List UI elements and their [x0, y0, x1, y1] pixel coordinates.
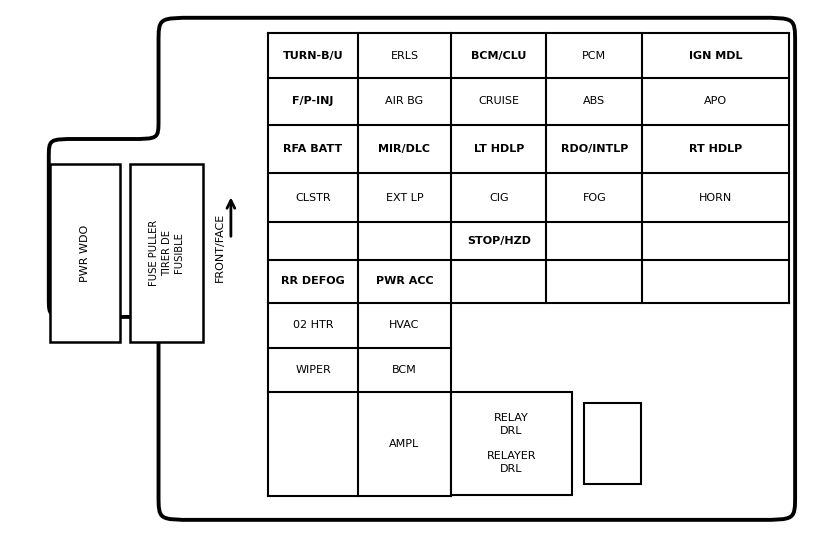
Text: APO: APO: [704, 97, 727, 106]
Text: LT HDLP: LT HDLP: [474, 145, 524, 154]
Text: PWR WDO: PWR WDO: [80, 225, 90, 281]
Text: 02 HTR: 02 HTR: [293, 320, 333, 330]
Text: FOG: FOG: [582, 193, 606, 203]
Text: RFA BATT: RFA BATT: [284, 145, 342, 154]
Text: EXT LP: EXT LP: [385, 193, 424, 203]
Text: HVAC: HVAC: [389, 320, 420, 330]
Text: FUSE PULLER
TIRER DE
FUSIBLE: FUSE PULLER TIRER DE FUSIBLE: [150, 220, 184, 286]
Bar: [50, 164, 120, 342]
Bar: [451, 392, 572, 495]
Text: AIR BG: AIR BG: [385, 97, 424, 106]
Text: ERLS: ERLS: [390, 51, 419, 61]
Text: CRUISE: CRUISE: [478, 97, 520, 106]
Text: CIG: CIG: [489, 193, 509, 203]
Text: HORN: HORN: [699, 193, 732, 203]
Text: IGN MDL: IGN MDL: [689, 51, 742, 61]
Text: RELAY
DRL

RELAYER
DRL: RELAY DRL RELAYER DRL: [487, 413, 536, 474]
Text: BCM/CLU: BCM/CLU: [471, 51, 527, 61]
Text: TURN-B/U: TURN-B/U: [283, 51, 343, 61]
Text: F/P-INJ: F/P-INJ: [293, 97, 333, 106]
Text: MIR/DLC: MIR/DLC: [379, 145, 430, 154]
Bar: [584, 403, 641, 484]
Text: BCM: BCM: [392, 365, 417, 375]
Text: ABS: ABS: [583, 97, 606, 106]
Text: AMPL: AMPL: [389, 439, 420, 449]
Text: PWR ACC: PWR ACC: [376, 276, 433, 286]
Text: FRONT/FACE: FRONT/FACE: [215, 213, 224, 282]
Text: RDO/INTLP: RDO/INTLP: [561, 145, 628, 154]
Text: RR DEFOG: RR DEFOG: [281, 276, 345, 286]
Text: CLSTR: CLSTR: [295, 193, 331, 203]
Text: RT HDLP: RT HDLP: [689, 145, 742, 154]
Bar: [130, 164, 203, 342]
Text: WIPER: WIPER: [295, 365, 331, 375]
Text: PCM: PCM: [582, 51, 606, 61]
PathPatch shape: [49, 18, 795, 520]
Text: STOP/HZD: STOP/HZD: [467, 236, 531, 246]
